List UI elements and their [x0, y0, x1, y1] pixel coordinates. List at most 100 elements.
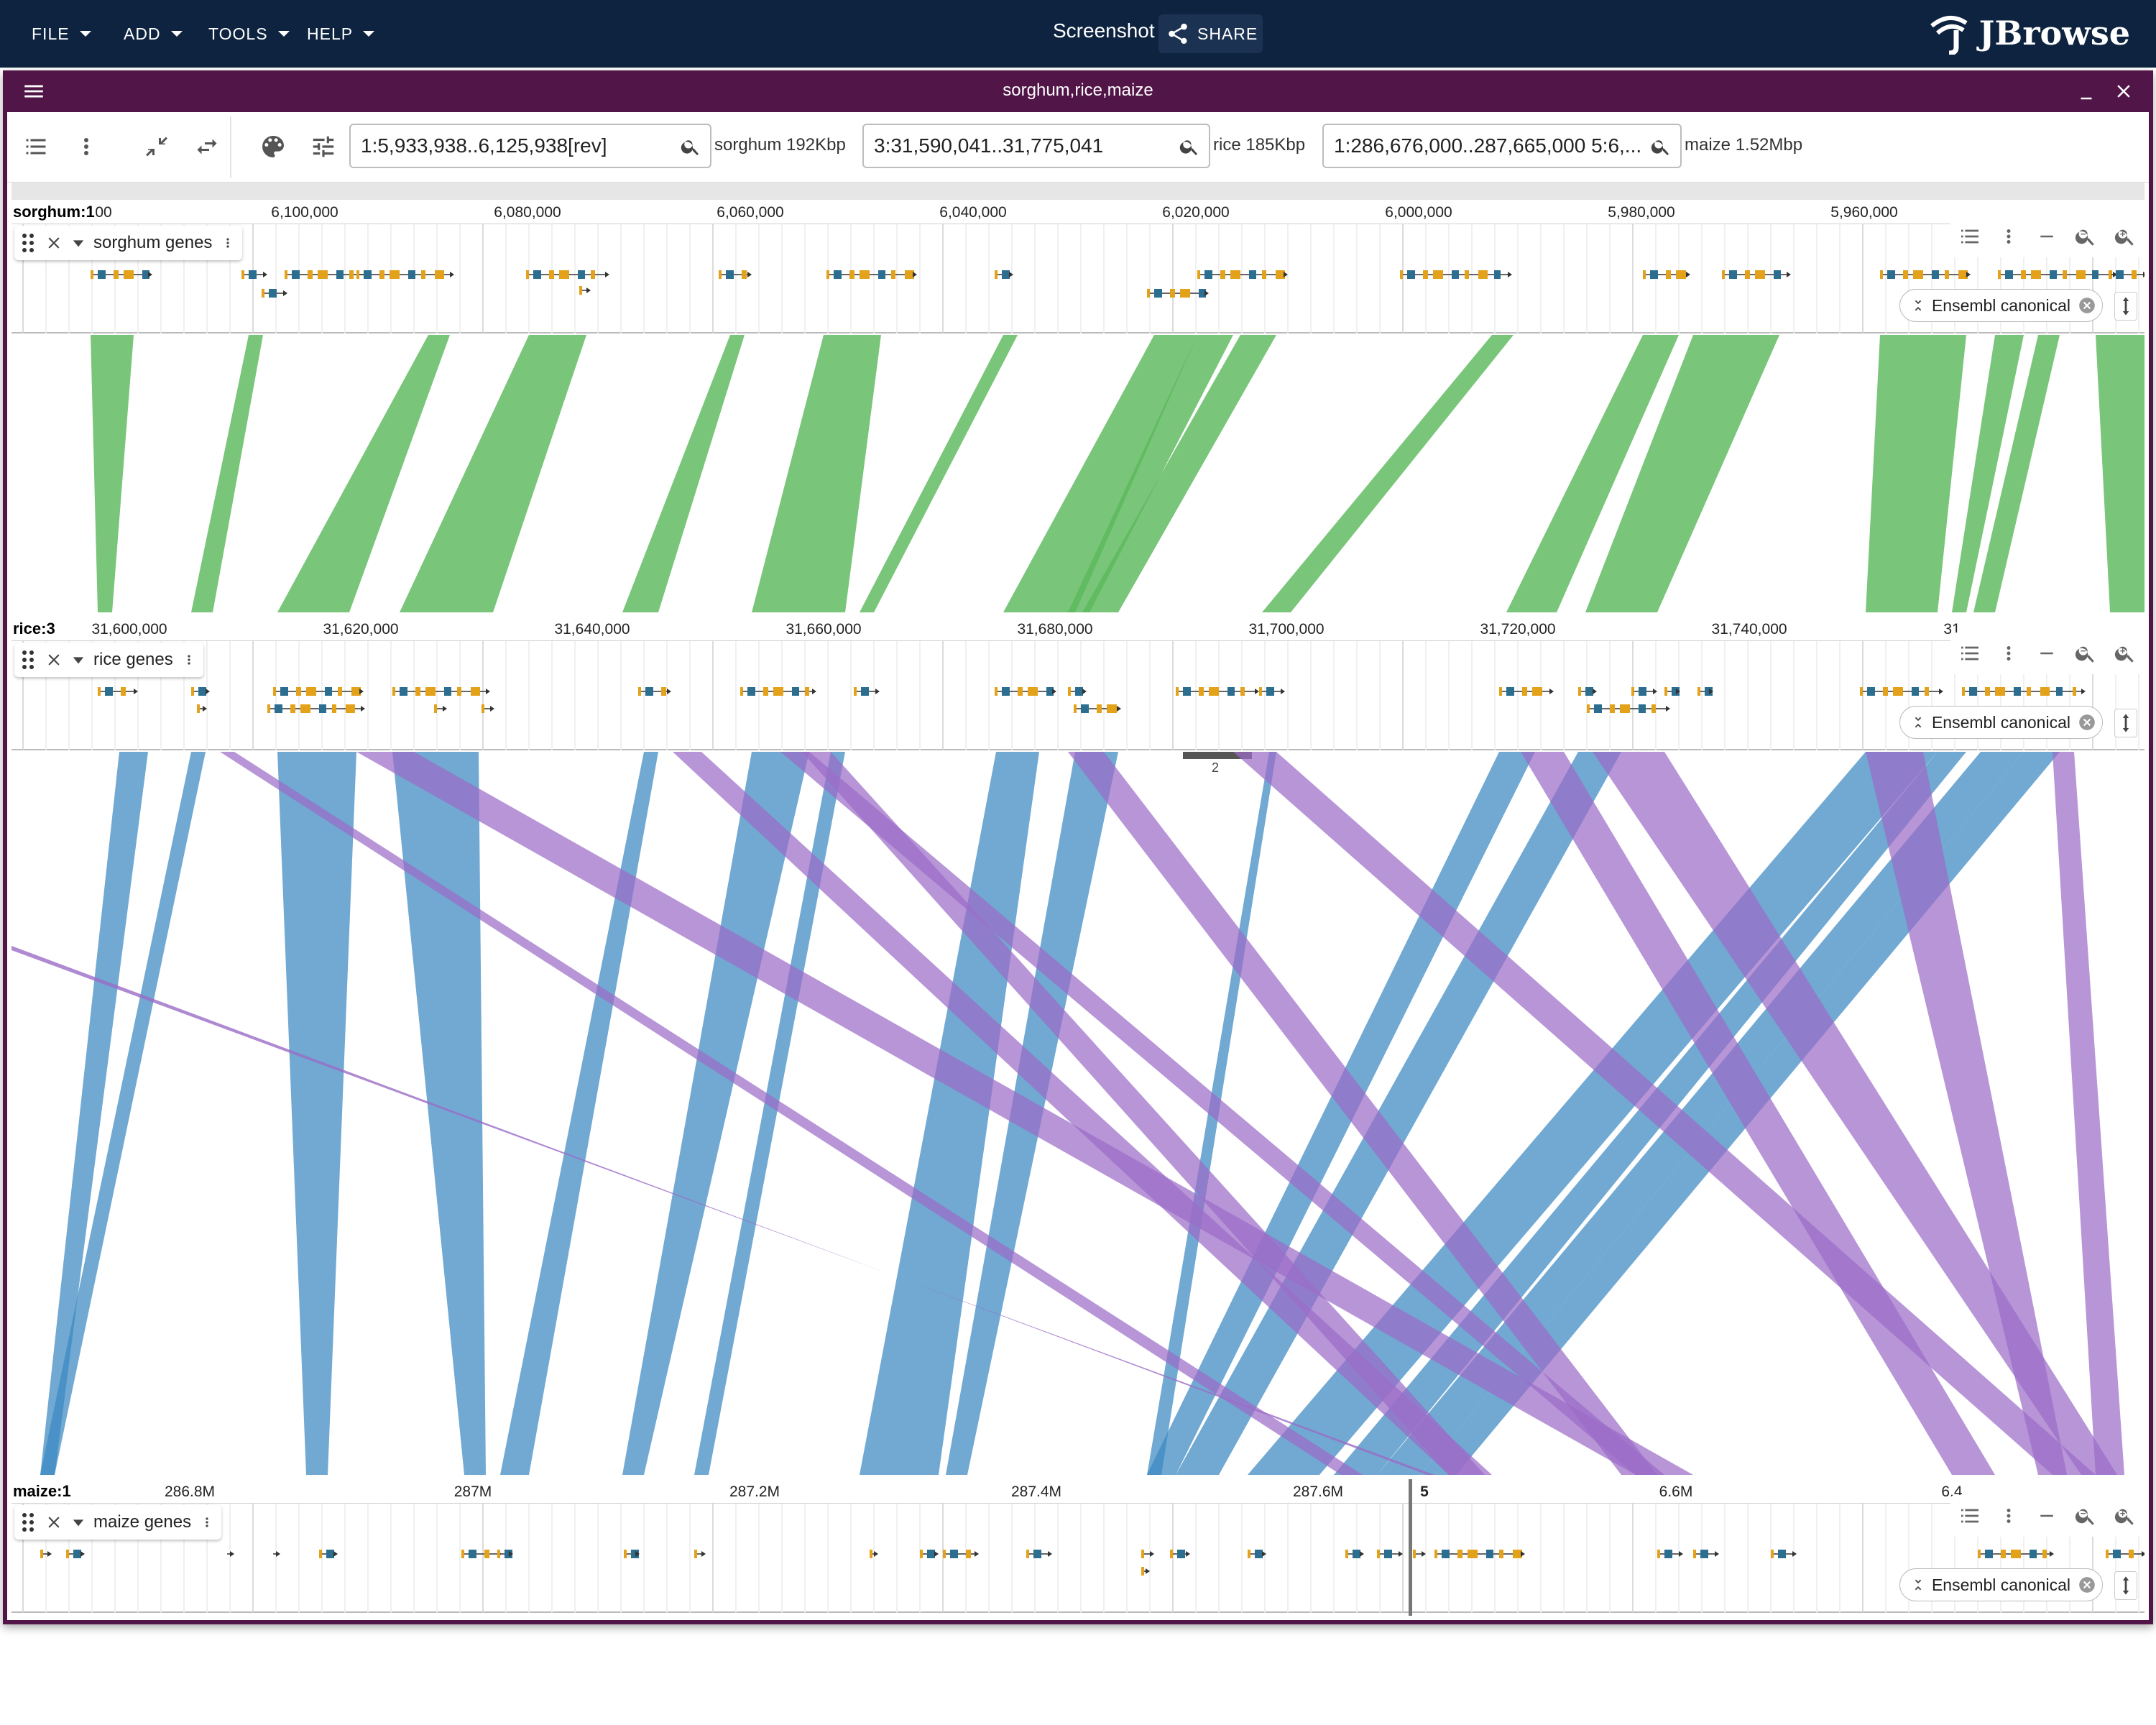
synteny-ribbon[interactable]	[1262, 335, 1514, 612]
synteny-ribbon[interactable]	[1377, 752, 2024, 1475]
synteny-ribbon[interactable]	[40, 752, 206, 1475]
synteny-ribbon[interactable]	[91, 335, 134, 612]
filter-chip[interactable]: Ensembl canonical	[1899, 1568, 2103, 1601]
gene-feature[interactable]	[262, 289, 287, 298]
chevron-down-icon[interactable]	[72, 653, 85, 666]
gene-feature[interactable]	[1248, 1550, 1266, 1558]
more-vert-icon[interactable]	[1998, 1505, 2019, 1527]
gene-feature[interactable]	[285, 270, 368, 279]
gene-feature[interactable]	[1643, 270, 1690, 279]
minimize-icon[interactable]	[2036, 1505, 2058, 1527]
gene-feature[interactable]	[1400, 270, 1512, 279]
gene-feature[interactable]	[995, 687, 1056, 696]
track-selector-icon[interactable]	[1958, 1504, 1981, 1527]
synteny-ribbon[interactable]	[2096, 335, 2145, 612]
synteny-ribbon[interactable]	[356, 752, 1693, 1475]
close-icon[interactable]	[45, 1513, 63, 1532]
synteny-ribbon[interactable]	[1952, 335, 2024, 612]
gene-feature[interactable]	[241, 270, 267, 279]
sorghum-rice-synteny-track[interactable]	[11, 335, 2145, 612]
gene-feature[interactable]	[1176, 687, 1259, 696]
gene-feature[interactable]	[638, 687, 671, 696]
rice-maize-synteny-track[interactable]	[11, 752, 2145, 1475]
chevron-down-icon[interactable]	[72, 236, 85, 249]
gene-feature[interactable]	[1664, 687, 1680, 696]
gene-feature[interactable]	[434, 704, 447, 713]
synteny-ribbon[interactable]	[277, 335, 450, 612]
help-menu[interactable]: HELP	[307, 20, 375, 47]
sorghum-location-input[interactable]: 1:5,933,938..6,125,938[rev]	[349, 124, 711, 168]
settings-button[interactable]	[305, 128, 342, 165]
gene-feature[interactable]	[2106, 1550, 2146, 1558]
track-selector-icon[interactable]	[1958, 642, 1981, 665]
search-icon[interactable]	[1179, 136, 1200, 157]
sorghum-ruler[interactable]: sorghum:1 00 6,100,000 6,080,000 6,060,0…	[11, 200, 2145, 224]
gene-feature[interactable]	[1693, 1550, 1719, 1558]
gene-feature[interactable]	[1962, 687, 2086, 696]
close-icon[interactable]	[2078, 713, 2096, 732]
gene-feature[interactable]	[1978, 1550, 2054, 1558]
gene-feature[interactable]	[1499, 687, 1554, 696]
gene-feature[interactable]	[694, 1550, 706, 1558]
synteny-ribbon[interactable]	[220, 752, 1363, 1475]
synteny-ribbon[interactable]	[1866, 752, 2067, 1475]
gene-feature[interactable]	[91, 270, 152, 279]
synteny-ribbon[interactable]	[622, 335, 745, 612]
track-height-button[interactable]	[2114, 709, 2137, 737]
gene-feature[interactable]	[1434, 1550, 1525, 1558]
minimize-icon[interactable]	[2076, 80, 2097, 102]
share-button[interactable]: SHARE	[1158, 14, 1263, 53]
gene-feature[interactable]	[1141, 1550, 1154, 1558]
sorghum-gene-features[interactable]	[11, 224, 2147, 334]
minimize-icon[interactable]	[2036, 643, 2058, 664]
gene-feature[interactable]	[273, 1551, 280, 1557]
gene-feature[interactable]	[461, 1550, 502, 1558]
gene-feature[interactable]	[1880, 270, 1971, 279]
track-selector-icon[interactable]	[1958, 225, 1981, 248]
gene-feature[interactable]	[1722, 270, 1791, 279]
tools-menu[interactable]: TOOLS	[208, 20, 290, 47]
zoom-out-icon[interactable]	[2074, 642, 2097, 665]
synteny-ribbon[interactable]	[1593, 752, 2117, 1475]
synteny-ribbon[interactable]	[500, 752, 658, 1475]
gene-feature[interactable]	[482, 704, 494, 713]
gene-feature[interactable]	[98, 687, 138, 696]
search-icon[interactable]	[1650, 136, 1672, 157]
synteny-ribbon[interactable]	[802, 752, 1485, 1475]
gene-feature[interactable]	[1197, 270, 1288, 279]
gene-feature[interactable]	[995, 270, 1013, 279]
color-button[interactable]	[254, 128, 292, 165]
drag-handle-icon[interactable]	[22, 233, 36, 253]
synteny-ribbon[interactable]	[1866, 335, 1966, 612]
gene-feature[interactable]	[267, 704, 365, 713]
gene-feature[interactable]	[740, 687, 816, 696]
maize-gene-features[interactable]	[11, 1504, 2146, 1613]
more-vert-icon[interactable]	[200, 1513, 214, 1532]
gene-feature[interactable]	[197, 704, 207, 713]
gene-feature[interactable]	[1259, 687, 1285, 696]
gene-feature[interactable]	[854, 687, 880, 696]
squish-button[interactable]	[138, 128, 175, 165]
gene-feature[interactable]	[1345, 1550, 1364, 1558]
rice-track-label[interactable]: rice genes	[14, 643, 203, 677]
filter-chip[interactable]: Ensembl canonical	[1899, 289, 2103, 322]
zoom-in-icon[interactable]	[2114, 642, 2137, 665]
gene-feature[interactable]	[1377, 1550, 1403, 1558]
synteny-ribbon[interactable]	[191, 335, 263, 612]
rice-location-input[interactable]: 3:31,590,041..31,775,041	[862, 124, 1210, 168]
add-menu[interactable]: ADD	[124, 20, 183, 47]
swap-button[interactable]	[188, 128, 226, 165]
gene-feature[interactable]	[1578, 687, 1597, 696]
more-vert-icon[interactable]	[1998, 226, 2019, 247]
session-title[interactable]: Screenshot	[1053, 19, 1155, 42]
gene-feature[interactable]	[319, 1550, 338, 1558]
gene-feature[interactable]	[1147, 289, 1209, 298]
view-title[interactable]: sorghum,rice,maize	[1003, 80, 1153, 100]
maize-location-input[interactable]: 1:286,676,000..287,665,000 5:6,...	[1322, 124, 1682, 168]
gene-feature[interactable]	[826, 270, 917, 279]
synteny-ribbon[interactable]	[392, 752, 486, 1475]
gene-feature[interactable]	[719, 270, 752, 279]
track-height-button[interactable]	[2114, 292, 2137, 321]
filter-chip[interactable]: Ensembl canonical	[1899, 706, 2103, 739]
track-height-button[interactable]	[2114, 1571, 2137, 1600]
